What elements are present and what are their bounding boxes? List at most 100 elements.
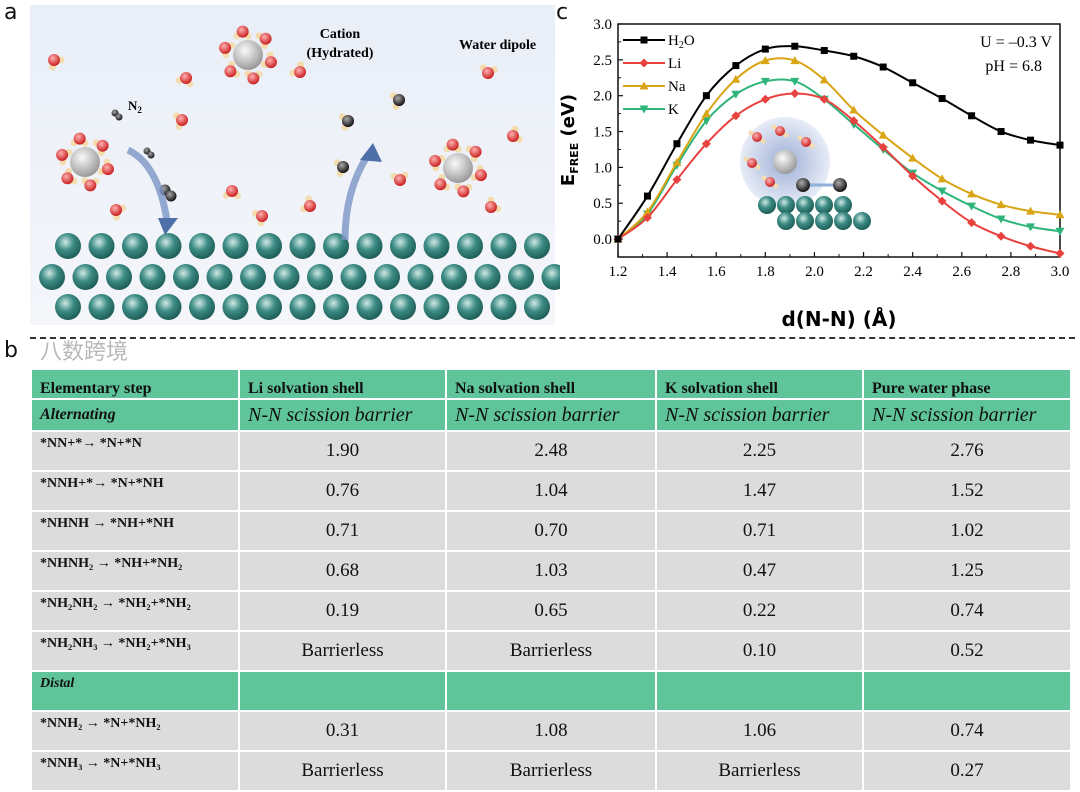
- metal-atom: [139, 264, 166, 290]
- data-point: [908, 171, 918, 181]
- data-point: [791, 42, 799, 50]
- panel-a-label: a: [4, 0, 18, 25]
- step-cell: *NNH₂ → *N+*NH₂: [30, 710, 240, 752]
- metal-atom: [289, 294, 316, 320]
- data-point: [790, 56, 800, 65]
- data-point: [761, 45, 769, 53]
- data-point: [790, 77, 800, 86]
- metal-atom: [423, 233, 450, 259]
- table-row: *NHNH₂ → *NH+*NH₂ 0.68 1.03 0.47 1.25: [30, 550, 1072, 592]
- data-point: [701, 117, 711, 126]
- water-molecule: [429, 154, 446, 172]
- legend-label: Na: [668, 79, 686, 95]
- metal-atom: [796, 212, 814, 230]
- water-molecule: [222, 185, 241, 200]
- data-point: [639, 81, 649, 90]
- x-tick-label: 1.2: [609, 264, 628, 280]
- header-cell: Elementary step: [30, 368, 240, 400]
- data-point: [937, 174, 947, 183]
- water-molecule: [244, 70, 263, 85]
- hydrated-label: (Hydrated): [307, 46, 374, 61]
- data-point: [760, 77, 770, 86]
- n2-molecule: [111, 109, 123, 121]
- metal-atom: [256, 233, 282, 259]
- subheader-cell: N-N scission barrier: [655, 398, 864, 432]
- data-point: [878, 142, 888, 152]
- series-k: [613, 77, 1065, 244]
- water-molecule: [110, 204, 127, 221]
- x-axis-label: d(N-N) (Å): [781, 307, 896, 330]
- data-point: [760, 94, 770, 104]
- metal-atom: [758, 196, 776, 214]
- series-na: [613, 56, 1065, 243]
- nitrogen-atom: [796, 178, 810, 192]
- metal-atom: [490, 233, 517, 259]
- legend-item-li: Li: [623, 56, 681, 72]
- header-cell: K solvation shell: [655, 368, 864, 400]
- water-molecule: [434, 173, 451, 191]
- water-molecule: [224, 60, 241, 78]
- data-point: [849, 105, 859, 114]
- data-point: [967, 189, 977, 198]
- data-point: [732, 62, 740, 70]
- panel-c-label: c: [556, 0, 569, 25]
- water-molecule: [485, 196, 502, 213]
- metal-atom: [122, 233, 148, 259]
- data-point: [702, 92, 710, 100]
- metal-atom: [374, 264, 400, 290]
- barrier-value: 0.70: [445, 510, 657, 552]
- barrier-value: 1.25: [862, 550, 1072, 592]
- barrier-value: 0.74: [862, 590, 1072, 632]
- barrier-value: 1.52: [862, 470, 1072, 512]
- x-tick-label: 2.8: [1002, 264, 1021, 280]
- x-tick-label: 3.0: [1051, 264, 1070, 280]
- metal-atom: [815, 196, 833, 214]
- metal-atom: [356, 233, 383, 259]
- metal-atom: [273, 264, 300, 290]
- data-point: [996, 200, 1006, 209]
- barrier-value: 0.52: [862, 630, 1072, 672]
- metal-atom: [474, 264, 501, 290]
- water-molecule: [752, 132, 762, 142]
- data-point: [937, 187, 947, 196]
- metal-atom: [340, 264, 367, 290]
- barrier-value: 1.04: [445, 470, 657, 512]
- barrier-value: 1.06: [655, 710, 864, 752]
- y-tick-label: 2.0: [593, 89, 612, 105]
- metal-atom: [122, 294, 148, 320]
- barrier-table: Elementary step Li solvation shell Na so…: [30, 368, 1072, 792]
- series-group: [613, 42, 1065, 258]
- water-molecule: [479, 64, 498, 79]
- data-point: [908, 153, 918, 162]
- data-point: [760, 56, 770, 65]
- metal-atom: [88, 294, 115, 320]
- metal-atom: [307, 264, 333, 290]
- data-point: [701, 109, 711, 118]
- x-tick-label: 2.6: [952, 264, 971, 280]
- header-cell: Li solvation shell: [238, 368, 447, 400]
- water-dipole-label: Water dipole: [459, 38, 536, 53]
- metal-atom: [441, 264, 467, 290]
- metal-atom: [72, 264, 99, 290]
- y-tick-label: 3.0: [593, 17, 612, 33]
- metal-atom: [206, 264, 233, 290]
- water-molecule: [507, 125, 523, 143]
- x-tick-label: 1.4: [658, 264, 677, 280]
- barrier-value: 0.22: [655, 590, 864, 632]
- metal-atom: [796, 196, 814, 214]
- barrier-value: 0.27: [862, 750, 1072, 792]
- data-point: [701, 139, 711, 149]
- data-point: [849, 116, 859, 126]
- water-molecule: [92, 139, 109, 157]
- step-cell: *NN+*→ *N+*N: [30, 430, 240, 472]
- subheader-cell: N-N scission barrier: [862, 398, 1072, 432]
- barrier-value: 0.71: [238, 510, 447, 552]
- water-molecule: [443, 138, 462, 153]
- barrier-value: 0.71: [655, 510, 864, 552]
- nh3-molecule: [393, 94, 405, 106]
- data-point: [909, 79, 917, 87]
- cation-sphere: [70, 147, 100, 177]
- data-point: [639, 58, 649, 68]
- metal-atom: [88, 233, 115, 259]
- barrier-value: Barrierless: [445, 750, 657, 792]
